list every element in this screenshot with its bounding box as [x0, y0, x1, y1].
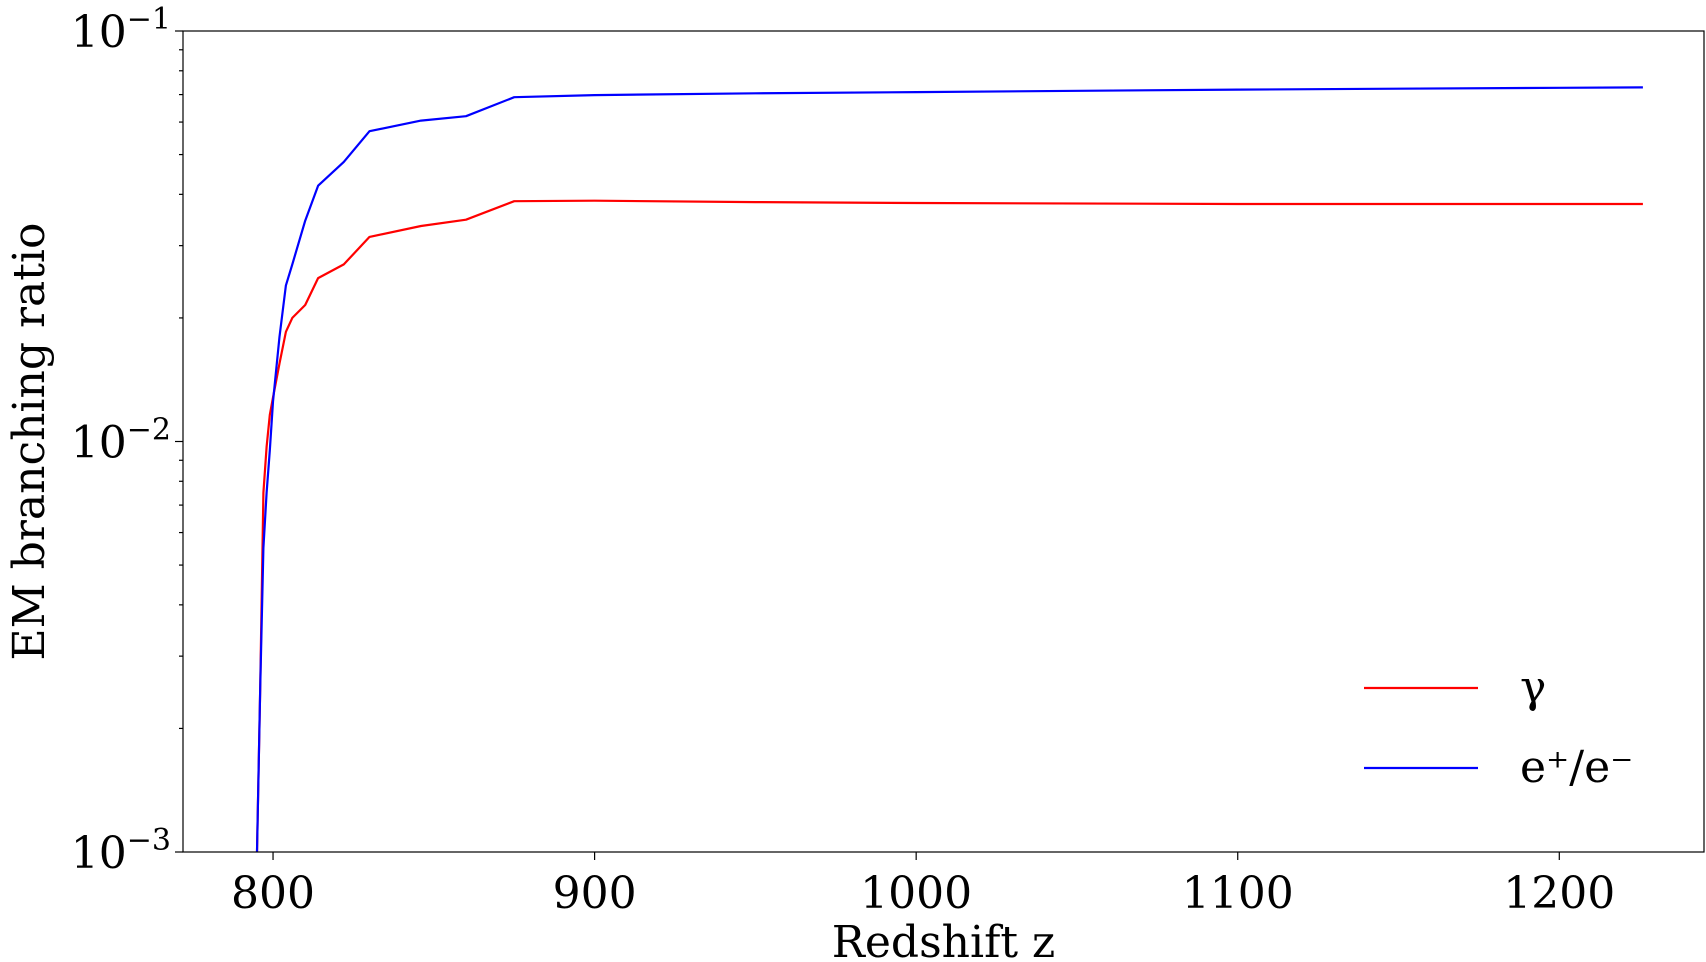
- x-tick-label: 1000: [860, 868, 972, 919]
- series-layer: [255, 86, 1643, 853]
- y-tick-label: 10−3: [71, 823, 171, 879]
- plot-area: [182, 30, 1705, 853]
- series-line-0: [255, 199, 1643, 853]
- x-axis: 800 900 1000 1100 1200: [231, 852, 1615, 919]
- x-tick-label: 1200: [1503, 868, 1615, 919]
- y-axis-label: EM branching ratio: [4, 223, 55, 661]
- axes-frame: [182, 30, 1705, 853]
- x-tick-label: 1100: [1182, 868, 1294, 919]
- legend: γ e⁺/e⁻: [1364, 662, 1633, 793]
- y-axis: 10−3 10−2 10−1: [71, 2, 183, 879]
- x-tick-label: 800: [231, 868, 315, 919]
- legend-label-gamma: γ: [1520, 662, 1546, 713]
- series-line-1: [255, 86, 1643, 853]
- y-tick-label: 10−1: [71, 2, 171, 58]
- y-tick-label: 10−2: [71, 413, 171, 469]
- x-tick-label: 900: [553, 868, 637, 919]
- x-axis-label: Redshift z: [832, 917, 1055, 962]
- legend-label-electron-positron: e⁺/e⁻: [1520, 742, 1633, 793]
